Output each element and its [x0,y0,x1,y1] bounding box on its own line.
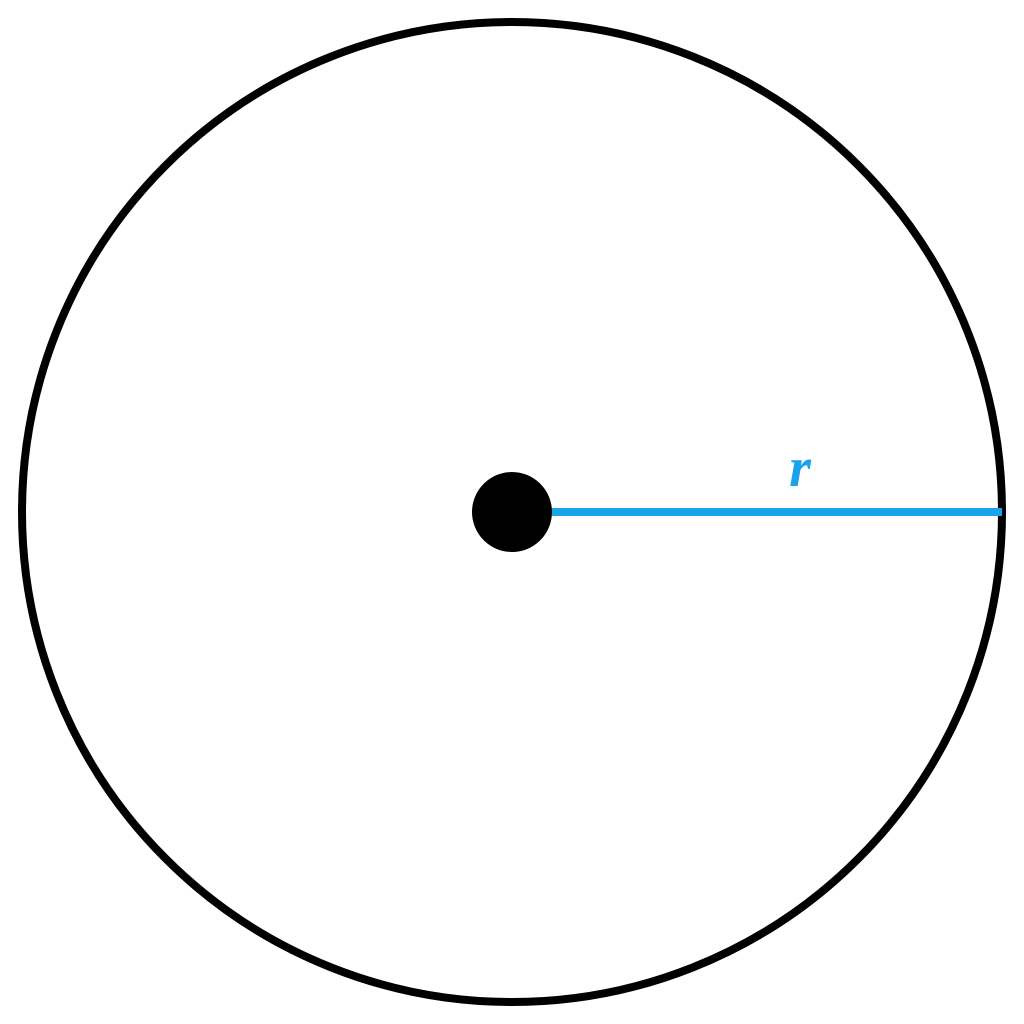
diagram-canvas: r [0,0,1024,1024]
diagram-svg [0,0,1024,1024]
center-dot [472,472,552,552]
radius-label: r [789,436,811,500]
